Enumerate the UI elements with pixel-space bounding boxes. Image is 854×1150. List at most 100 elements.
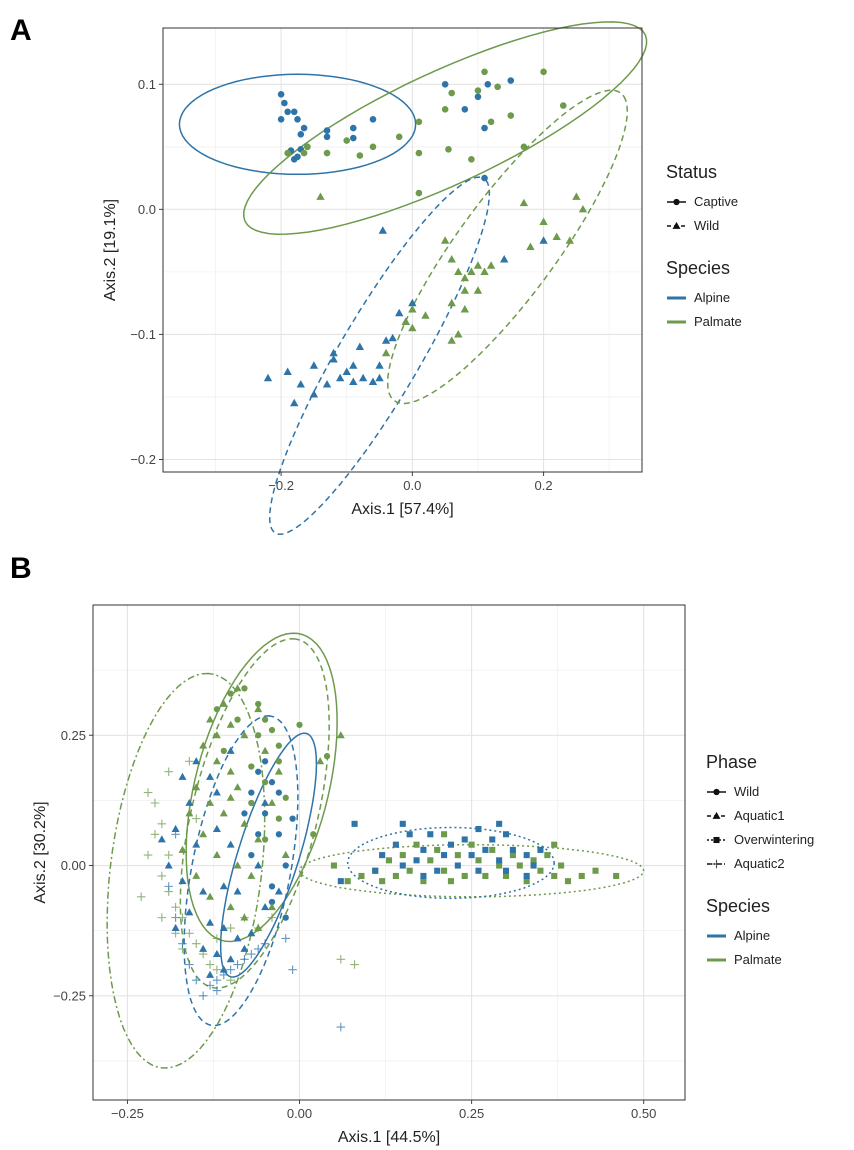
panel-b-x-tick-label: 0.00 xyxy=(287,1106,312,1121)
panel-b-legend-label-alpine: Alpine xyxy=(734,928,770,943)
panel-b-point-alpine-overwintering xyxy=(509,846,516,853)
panel-a-point-alpine-captive xyxy=(277,116,285,123)
panel-a-point-alpine-captive xyxy=(284,108,291,116)
panel-b-point-palmate-overwintering xyxy=(406,867,413,874)
panel-b-point-alpine-overwintering xyxy=(399,820,406,827)
panel-b-point-alpine-overwintering xyxy=(523,852,530,859)
panel-b-point-palmate-aquatic1 xyxy=(185,809,194,817)
panel-b-point-palmate-overwintering xyxy=(475,857,482,864)
panel-b-legend-label-wild: Wild xyxy=(734,784,759,799)
panel-a-point-palmate-captive xyxy=(395,133,403,141)
panel-b-point-palmate-aquatic1 xyxy=(192,871,201,879)
panel-b-point-palmate-overwintering xyxy=(399,852,406,859)
panel-b-point-palmate-aquatic1 xyxy=(199,741,208,749)
panel-b-legend-label-aquatic1: Aquatic1 xyxy=(734,808,785,823)
panel-b-point-palmate-overwintering xyxy=(441,831,448,838)
panel-b-point-palmate-aquatic2 xyxy=(143,850,153,860)
panel-b-point-palmate-overwintering xyxy=(427,857,434,864)
panel-a-point-palmate-captive xyxy=(487,118,495,126)
panel-b-point-alpine-overwintering xyxy=(475,867,482,874)
panel-a-point-palmate-wild xyxy=(572,192,581,200)
panel-b-point-alpine-wild xyxy=(282,914,289,921)
panel-b-point-alpine-overwintering xyxy=(392,841,399,848)
panel-a-point-alpine-captive xyxy=(507,77,515,84)
panel-b-point-alpine-aquatic1 xyxy=(212,824,221,832)
panel-b-point-palmate-aquatic1 xyxy=(233,861,242,869)
panel-b-point-palmate-overwintering xyxy=(544,852,551,859)
panel-b-point-alpine-aquatic1 xyxy=(178,876,187,885)
panel-b-plot-area xyxy=(93,605,685,1100)
panel-a-point-palmate-captive xyxy=(415,118,423,126)
panel-b-point-palmate-wild xyxy=(234,716,241,723)
panel-b-point-alpine-aquatic2 xyxy=(205,981,215,990)
panel-a-point-alpine-wild xyxy=(381,336,391,344)
panel-b-point-palmate-wild xyxy=(227,690,234,697)
panel-a-point-palmate-captive xyxy=(445,146,452,153)
panel-b-legend-label-aquatic2: Aquatic2 xyxy=(734,856,785,871)
panel-a-point-alpine-captive xyxy=(481,124,488,132)
panel-a-point-alpine-captive xyxy=(484,80,492,88)
panel-b-point-alpine-overwintering xyxy=(523,872,530,879)
panel-a-panel-border xyxy=(162,27,643,473)
panel-a-point-alpine-wild xyxy=(329,348,338,357)
panel-b-point-palmate-aquatic1 xyxy=(254,923,263,931)
panel-b-point-palmate-wild xyxy=(268,726,276,734)
panel-a-point-alpine-wild xyxy=(322,380,332,388)
panel-a-chart: −0.2 0.0 0.2 0.1 0.0 −0.1 −0.2 Axis.1 [57.4%] Ax… xyxy=(102,21,742,536)
panel-a-point-palmate-captive xyxy=(343,137,351,144)
panel-b-x-axis-title: Axis.1 [44.5%] xyxy=(338,1129,440,1146)
panel-b-point-palmate-aquatic2 xyxy=(143,788,153,797)
panel-b-ellipse-palmate-aquatic2 xyxy=(106,672,266,1069)
panel-b-point-palmate-aquatic2 xyxy=(164,850,173,860)
panel-a-point-palmate-captive xyxy=(356,152,364,159)
panel-a-ellipse-alpine-wild xyxy=(268,176,491,536)
panel-a-y-tick-label: −0.2 xyxy=(130,452,156,467)
panel-a-point-palmate-captive xyxy=(507,112,515,119)
panel-a-point-alpine-wild xyxy=(283,367,292,376)
panel-b-point-alpine-aquatic2 xyxy=(260,939,270,948)
panel-b-point-palmate-overwintering xyxy=(379,878,386,885)
panel-b-point-alpine-wild xyxy=(261,810,269,817)
panel-b-point-palmate-aquatic2 xyxy=(136,892,146,902)
panel-a-point-alpine-wild xyxy=(329,355,338,363)
panel-b-y-axis-title: Axis.2 [30.2%] xyxy=(32,801,49,903)
panel-b-point-palmate-wild xyxy=(220,747,227,755)
panel-b-point-palmate-overwintering xyxy=(392,872,399,879)
panel-b-point-palmate-overwintering xyxy=(330,862,337,869)
panel-b-point-palmate-aquatic2 xyxy=(212,965,222,975)
panel-b-x-tick-label: 0.25 xyxy=(459,1106,484,1121)
panel-a-point-alpine-wild xyxy=(263,373,273,382)
panel-b-point-alpine-overwintering xyxy=(427,831,434,838)
panel-a-point-palmate-captive xyxy=(448,89,456,97)
panel-b-point-palmate-aquatic1 xyxy=(206,798,214,806)
panel-a-point-palmate-wild xyxy=(401,317,410,325)
panel-b-point-alpine-overwintering xyxy=(530,862,537,869)
panel-b-point-palmate-wild xyxy=(296,721,303,728)
panel-b-point-alpine-aquatic1 xyxy=(206,772,214,780)
panel-b-point-palmate-aquatic1 xyxy=(206,892,214,900)
panel-a-y-axis-title: Axis.2 [19.1%] xyxy=(102,199,119,301)
panel-b-point-palmate-wild xyxy=(255,732,262,739)
panel-b-point-palmate-overwintering xyxy=(461,872,468,879)
panel-a-y-tick-label: −0.1 xyxy=(130,327,156,342)
panel-a-point-alpine-wild xyxy=(309,390,319,398)
panel-b-point-palmate-overwintering xyxy=(564,878,572,885)
panel-a-point-alpine-captive xyxy=(290,108,298,116)
panel-b-point-palmate-overwintering xyxy=(551,841,558,848)
panel-b-point-alpine-aquatic1 xyxy=(226,840,235,848)
panel-b-point-palmate-wild xyxy=(275,758,282,765)
panel-b-point-alpine-aquatic2 xyxy=(212,975,222,985)
panel-a-point-alpine-wild xyxy=(358,373,368,382)
panel-a-point-alpine-wild xyxy=(375,361,384,369)
panel-b-point-palmate-aquatic2 xyxy=(150,829,160,839)
panel-b-point-alpine-wild xyxy=(268,779,276,786)
panel-b-point-palmate-aquatic2 xyxy=(226,923,235,933)
panel-a-legend-label-wild: Wild xyxy=(694,218,719,233)
panel-b-point-alpine-aquatic1 xyxy=(185,798,194,806)
panel-b-y-tick-label: −0.25 xyxy=(53,988,86,1003)
panel-a-x-tick-label: 0.2 xyxy=(535,478,553,493)
panel-a-point-alpine-wild xyxy=(408,298,417,307)
panel-a-legend-label-palmate: Palmate xyxy=(694,314,742,329)
panel-a-point-palmate-wild xyxy=(473,286,483,294)
panel-b-point-palmate-aquatic1 xyxy=(240,819,249,827)
